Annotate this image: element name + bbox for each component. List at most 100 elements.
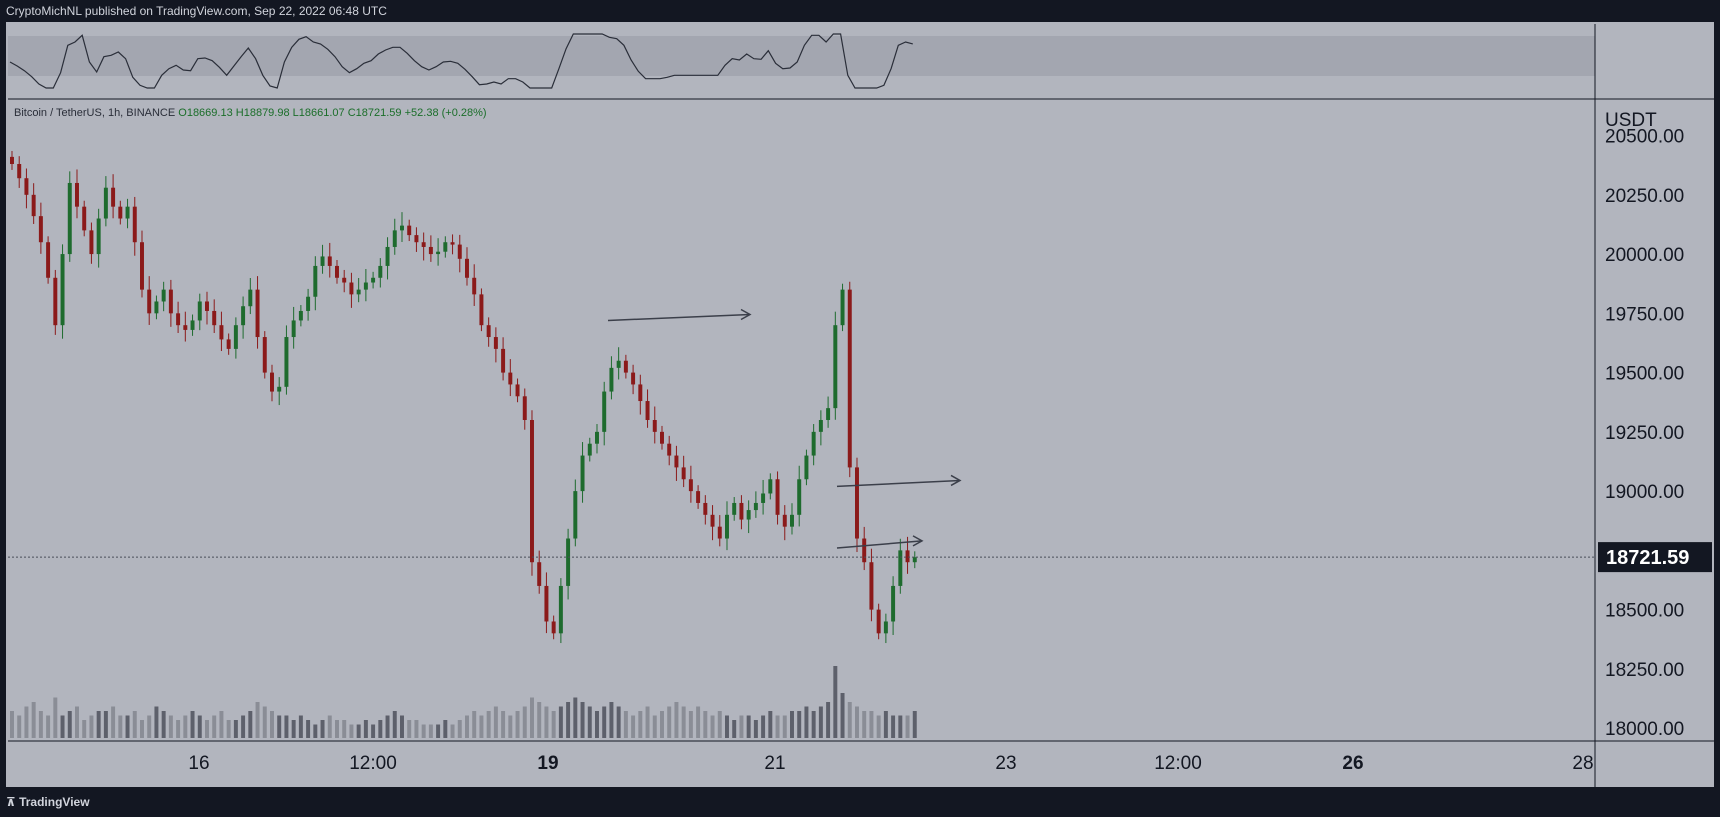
- volume-bar: [450, 724, 455, 738]
- candle-body: [443, 242, 448, 252]
- candle-body: [212, 310, 217, 326]
- candle-body: [537, 562, 542, 586]
- volume-bar: [132, 711, 137, 738]
- candle-body: [667, 443, 672, 456]
- candle-body: [616, 360, 621, 368]
- candle-body: [847, 289, 852, 468]
- candle-body: [898, 550, 903, 586]
- candle-body: [60, 254, 65, 326]
- candle-body: [826, 408, 831, 420]
- volume-bar: [739, 715, 744, 738]
- candle-body: [609, 367, 614, 392]
- volume-bar: [226, 720, 231, 738]
- volume-bar: [775, 715, 780, 738]
- candle-body: [912, 557, 917, 563]
- candle-body: [696, 491, 701, 503]
- last-price-badge: [1598, 542, 1712, 573]
- candle-body: [277, 386, 282, 392]
- candle-body: [753, 502, 758, 511]
- volume-bar: [262, 706, 267, 738]
- volume-bar: [103, 711, 108, 738]
- candle-body: [522, 396, 527, 420]
- volume-bar: [190, 711, 195, 738]
- volume-bar: [147, 715, 152, 738]
- volume-bar: [833, 666, 838, 738]
- volume-bar: [284, 715, 289, 738]
- volume-bar: [876, 715, 881, 738]
- time-tick-label: 16: [188, 753, 209, 774]
- volume-bar: [392, 711, 397, 738]
- volume-bar: [436, 724, 441, 738]
- candle-body: [226, 339, 231, 349]
- price-tick-label: 18250.00: [1605, 660, 1684, 681]
- candle-body: [508, 372, 513, 385]
- volume-bar: [609, 702, 614, 738]
- volume-bar: [652, 715, 657, 738]
- volume-bar: [898, 715, 903, 738]
- candle-body: [140, 242, 144, 290]
- candle-body: [67, 182, 72, 255]
- candle-body: [75, 182, 79, 207]
- volume-bar: [804, 706, 809, 738]
- candle-body: [284, 337, 289, 387]
- volume-bar: [472, 711, 477, 738]
- price-tick-label: 18000.00: [1605, 719, 1684, 740]
- volume-bar: [168, 715, 173, 738]
- candle-body: [255, 289, 260, 338]
- candle-body: [891, 585, 896, 622]
- candle-body: [414, 235, 419, 243]
- time-tick-label: 26: [1342, 753, 1363, 774]
- volume-bar: [725, 715, 729, 738]
- candle-body: [190, 320, 195, 330]
- volume-bar: [710, 715, 715, 738]
- volume-bar: [558, 706, 563, 738]
- candle-body: [421, 242, 426, 247]
- tradingview-logo[interactable]: ⊼ TradingView: [6, 795, 90, 809]
- volume-bar: [327, 715, 332, 738]
- candle-body: [465, 258, 469, 278]
- volume-bar: [522, 706, 527, 738]
- candle-body: [501, 348, 506, 373]
- volume-bar: [356, 724, 361, 738]
- candle-body: [183, 325, 188, 330]
- legend-open: O18669.13: [178, 107, 233, 119]
- volume-bar: [508, 715, 513, 738]
- volume-bar: [761, 715, 766, 738]
- candle-body: [313, 265, 318, 297]
- candle-body: [82, 206, 87, 231]
- volume-bar: [313, 724, 318, 738]
- time-tick-label: 23: [995, 753, 1016, 774]
- volume-bar: [140, 720, 144, 738]
- volume-bar: [537, 702, 542, 738]
- volume-bar: [862, 711, 867, 738]
- candle-body: [24, 178, 29, 195]
- volume-bar: [270, 711, 274, 738]
- candle-body: [876, 609, 881, 634]
- candle-body: [103, 187, 108, 219]
- candle-body: [428, 246, 433, 255]
- candle-body: [270, 372, 274, 392]
- candle-body: [580, 455, 585, 492]
- candle-body: [710, 514, 715, 527]
- candle-body: [96, 218, 101, 255]
- candle-body: [10, 156, 14, 164]
- volume-bar: [732, 720, 737, 738]
- annotation-arrow-middle: [836, 479, 961, 488]
- volume-bar: [400, 715, 404, 738]
- price-tick-label: 20500.00: [1605, 127, 1684, 148]
- candle-body: [46, 242, 51, 278]
- publish-header: CryptoMichNL published on TradingView.co…: [0, 0, 1720, 22]
- candle-body: [320, 256, 325, 266]
- candle-body: [761, 493, 766, 503]
- candle-body: [732, 502, 737, 515]
- volume-bar: [38, 711, 43, 738]
- candle-body: [486, 325, 491, 338]
- annotation-arrow-middle-head: [950, 474, 962, 487]
- candle-body: [450, 242, 455, 245]
- candle-body: [472, 277, 477, 295]
- legend-symbol: Bitcoin / TetherUS, 1h, BINANCE: [14, 107, 176, 119]
- chart-frame[interactable]: [6, 22, 1714, 787]
- candle-body: [595, 431, 599, 444]
- volume-bar: [681, 706, 686, 738]
